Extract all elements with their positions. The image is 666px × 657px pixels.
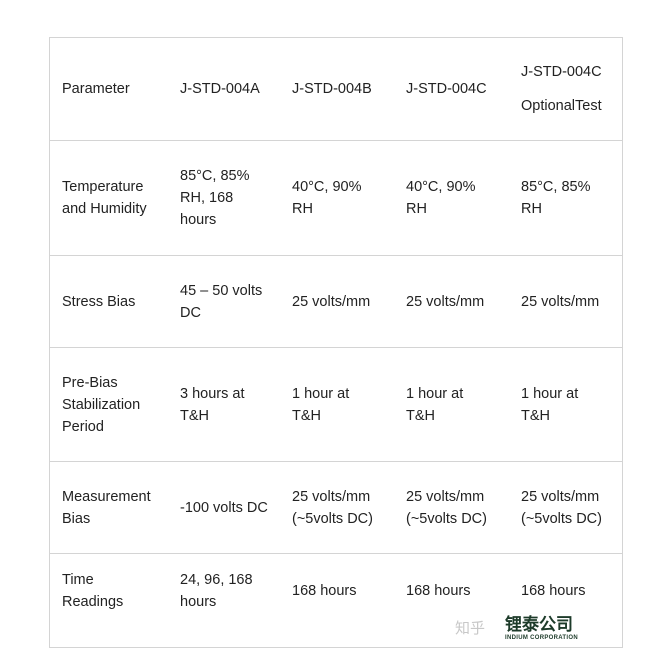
header-row: Parameter J-STD-004A J-STD-004B J-STD-00… (50, 38, 622, 141)
header-cell: J-STD-004C OptionalTest (521, 38, 621, 140)
table-row: Temperature and Humidity 85°C, 85% RH, 16… (50, 141, 622, 256)
logo-subtext: INDIUM CORPORATION (505, 635, 578, 641)
parameter-cell: Temperature and Humidity (62, 179, 147, 217)
table-row: Stress Bias 45 – 50 volts DC 25 volts/mm 25… (50, 256, 622, 348)
header-cell: J-STD-004A (180, 81, 260, 97)
value-cell: 168 hours (292, 582, 357, 599)
value-cell: 168 hours (521, 582, 586, 599)
comparison-table: Parameter J-STD-004A J-STD-004B J-STD-00… (49, 37, 623, 648)
value-cell: 25 volts/mm (~5volts DC) (406, 488, 487, 527)
value-cell: 1 hour at T&H (521, 385, 579, 424)
parameter-cell: Measurement Bias (62, 488, 151, 527)
header-cell: J-STD-004C (406, 81, 487, 97)
value-cell: 24, 96, 168 hours (180, 571, 253, 610)
parameter-cell: Pre-Bias Stabilization Period (62, 374, 141, 435)
value-cell: 25 volts/mm (~5volts DC) (292, 488, 373, 527)
company-logo: 锂泰公司 INDIUM CORPORATION (505, 615, 578, 642)
table-row: Measurement Bias -100 volts DC 25 volts/mm… (50, 462, 622, 554)
value-cell: 40°C, 90% RH (292, 179, 362, 217)
value-cell: 25 volts/mm (~5volts DC) (521, 488, 602, 527)
header-line: J-STD-004C (521, 64, 602, 80)
table-row: Time Readings 24, 96, 168 hours 168 hours 1… (50, 554, 622, 649)
header-cell: Parameter (62, 81, 130, 97)
value-cell: -100 volts DC (180, 499, 268, 516)
value-cell: 1 hour at T&H (406, 385, 464, 424)
value-cell: 85°C, 85% RH (521, 179, 591, 217)
parameter-cell: Stress Bias (62, 293, 136, 310)
value-cell: 3 hours at T&H (180, 385, 245, 424)
value-cell: 25 volts/mm (292, 293, 371, 310)
table-row: Pre-Bias Stabilization Period 3 hours at … (50, 348, 622, 462)
site-watermark: 知乎 (455, 620, 486, 637)
logo-text: 锂泰公司 (505, 615, 573, 634)
value-cell: 25 volts/mm (406, 293, 485, 310)
header-cell: J-STD-004B (292, 81, 372, 97)
header-line: OptionalTest (521, 98, 602, 114)
value-cell: 168 hours (406, 582, 471, 599)
parameter-cell: Time Readings (62, 571, 124, 610)
value-cell: 45 – 50 volts DC (180, 282, 263, 321)
value-cell: 85°C, 85% RH, 168 hours (180, 168, 250, 228)
value-cell: 25 volts/mm (521, 293, 600, 310)
value-cell: 1 hour at T&H (292, 385, 350, 424)
value-cell: 40°C, 90% RH (406, 179, 476, 217)
